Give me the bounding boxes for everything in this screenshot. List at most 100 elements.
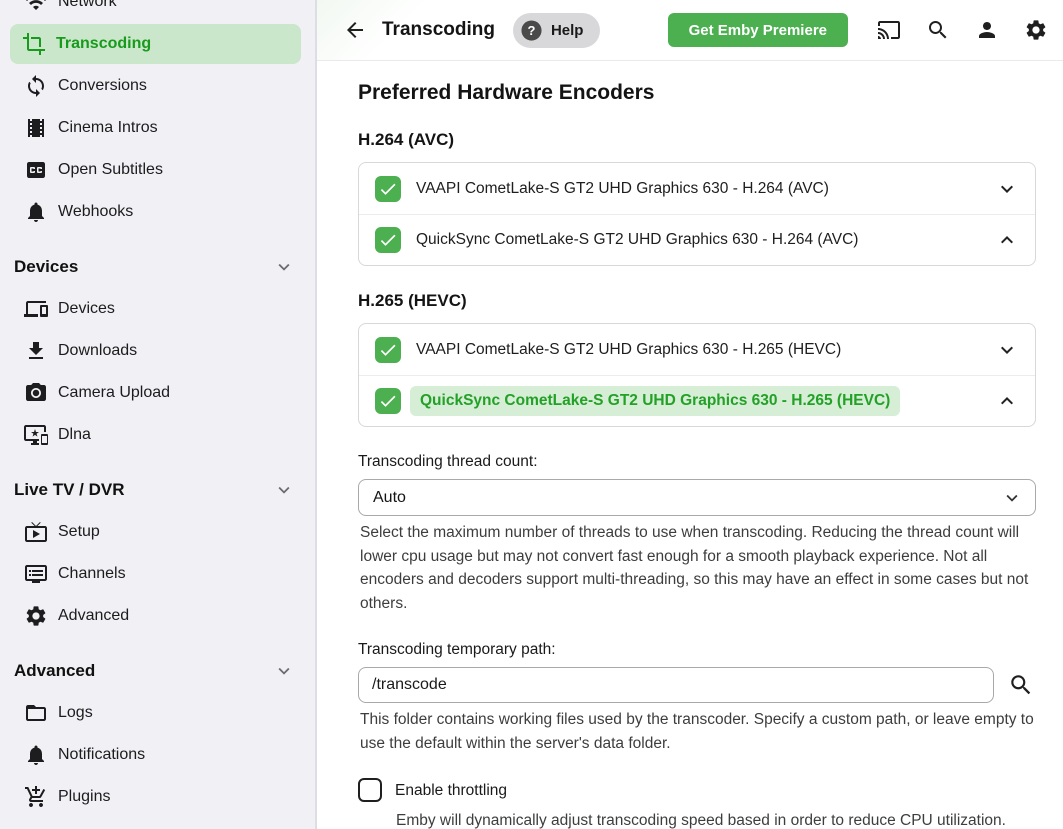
filmstrip-icon <box>24 116 48 140</box>
encoder-label: VAAPI CometLake-S GT2 UHD Graphics 630 -… <box>416 179 829 197</box>
sidebar-item-logs[interactable]: Logs <box>0 692 315 734</box>
sidebar-nav: Network Transcoding Conversions Cinema Intr… <box>0 0 315 829</box>
sidebar-item-plugins[interactable]: Plugins <box>0 776 315 818</box>
sidebar-item-downloads[interactable]: Downloads <box>0 330 315 372</box>
encoder-checkbox-checked[interactable] <box>375 336 401 363</box>
sidebar-section-label: Live TV / DVR <box>14 480 125 499</box>
sidebar-item-label: Plugins <box>58 788 111 805</box>
sidebar-item-label: Webhooks <box>58 203 134 220</box>
closed-caption-icon <box>24 158 48 182</box>
sidebar-item-label: Devices <box>58 300 115 317</box>
sidebar-item-transcoding[interactable]: Transcoding <box>10 24 301 64</box>
sidebar-item-label: Conversions <box>58 77 147 94</box>
sidebar-item-setup[interactable]: Setup <box>0 511 315 553</box>
cast-button[interactable] <box>877 18 901 42</box>
sidebar-item-open-subtitles[interactable]: Open Subtitles <box>0 149 315 191</box>
help-button[interactable]: ? Help <box>512 12 601 48</box>
browse-path-button[interactable] <box>1008 672 1034 698</box>
sidebar-item-cinema-intros[interactable]: Cinema Intros <box>0 107 315 149</box>
encoder-checkbox-checked[interactable] <box>375 175 401 202</box>
encoder-row-quicksync[interactable]: QuickSync CometLake-S GT2 UHD Graphics 6… <box>359 375 1035 426</box>
sidebar-section-devices[interactable]: Devices <box>0 246 315 288</box>
back-button[interactable] <box>343 18 367 42</box>
download-icon <box>24 339 48 363</box>
chevron-up-icon[interactable] <box>995 389 1019 413</box>
sidebar-item-label: Camera Upload <box>58 384 171 401</box>
temp-path-description: This folder contains working files used … <box>360 711 1034 752</box>
cast-icon <box>877 18 901 42</box>
throttling-checkbox[interactable] <box>358 778 382 802</box>
sidebar-item-label: Advanced <box>58 607 130 624</box>
gear-button[interactable] <box>1024 18 1048 42</box>
chevron-down-icon <box>273 256 295 278</box>
profile-button[interactable] <box>975 18 999 42</box>
thread-count-label: Transcoding thread count: <box>358 453 538 470</box>
arrow-back-icon <box>343 18 367 42</box>
search-button[interactable] <box>926 18 950 42</box>
throttling-description: Emby will dynamically adjust transcoding… <box>396 812 1006 829</box>
sidebar-item-channels[interactable]: Channels <box>0 553 315 595</box>
encoder-row-vaapi[interactable]: VAAPI CometLake-S GT2 UHD Graphics 630 -… <box>359 324 1035 375</box>
thread-count-value: Auto <box>373 488 406 506</box>
sidebar-item-label: Downloads <box>58 342 138 359</box>
sidebar: Network Transcoding Conversions Cinema Intr… <box>0 0 317 829</box>
temp-path-label: Transcoding temporary path: <box>358 641 556 658</box>
sidebar-item-label: Transcoding <box>56 35 152 52</box>
sidebar-item-label: Network <box>58 0 117 10</box>
settings-content: Preferred Hardware Encoders H.264 (AVC) V… <box>317 61 1063 829</box>
wifi-icon <box>24 0 48 14</box>
sidebar-item-label: Notifications <box>58 746 146 763</box>
gear-icon <box>24 604 48 628</box>
sidebar-item-scheduled-tasks[interactable]: Scheduled Tasks <box>0 818 315 829</box>
encoder-row-quicksync[interactable]: QuickSync CometLake-S GT2 UHD Graphics 6… <box>359 214 1035 265</box>
sidebar-item-advanced[interactable]: Advanced <box>0 595 315 637</box>
sidebar-item-dlna[interactable]: Dlna <box>0 414 315 456</box>
codec-title-h-264-avc: H.264 (AVC) <box>358 130 455 149</box>
sidebar-item-network[interactable]: Network <box>0 0 315 23</box>
encoder-row-vaapi[interactable]: VAAPI CometLake-S GT2 UHD Graphics 630 -… <box>359 163 1035 214</box>
encoder-card: VAAPI CometLake-S GT2 UHD Graphics 630 -… <box>358 323 1036 427</box>
help-button-label: Help <box>550 21 584 39</box>
sidebar-section-live-tv-dvr[interactable]: Live TV / DVR <box>0 469 315 511</box>
throttling-label: Enable throttling <box>395 782 508 799</box>
live-tv-icon <box>24 520 48 544</box>
screen-star-icon <box>24 423 48 447</box>
temp-path-input[interactable] <box>358 667 994 703</box>
sidebar-item-webhooks[interactable]: Webhooks <box>0 191 315 233</box>
devices-icon <box>24 297 48 321</box>
encoder-card: VAAPI CometLake-S GT2 UHD Graphics 630 -… <box>358 162 1036 266</box>
get-emby-premiere-button[interactable]: Get Emby Premiere <box>667 13 848 47</box>
sidebar-item-conversions[interactable]: Conversions <box>0 65 315 107</box>
cart-plus-icon <box>24 785 48 809</box>
sync-icon <box>24 74 48 98</box>
thread-count-select[interactable]: Auto <box>358 479 1036 516</box>
encoder-checkbox-checked[interactable] <box>375 227 401 253</box>
sidebar-item-label: Open Subtitles <box>58 161 163 178</box>
thread-count-description: Select the maximum number of threads to … <box>360 524 1029 612</box>
codec-title-h-265-hevc: H.265 (HEVC) <box>358 291 467 310</box>
chevron-up-icon[interactable] <box>995 228 1019 252</box>
sidebar-item-devices[interactable]: Devices <box>0 288 315 330</box>
sidebar-section-advanced[interactable]: Advanced <box>0 650 315 692</box>
chevron-down-icon[interactable] <box>995 338 1019 362</box>
sidebar-item-camera-upload[interactable]: Camera Upload <box>0 372 315 414</box>
camera-icon <box>24 381 48 405</box>
chevron-down-icon <box>273 660 295 682</box>
encoder-checkbox-checked[interactable] <box>375 388 401 414</box>
top-app-bar: Transcoding ? Help Get Emby Premiere <box>317 0 1063 61</box>
chevron-down-icon[interactable] <box>995 177 1019 201</box>
crop-icon <box>22 32 46 56</box>
topbar-action-icons <box>877 18 1048 42</box>
page-title: Preferred Hardware Encoders <box>358 81 655 104</box>
dvr-icon <box>24 562 48 586</box>
help-icon: ? <box>520 19 543 42</box>
encoder-label: QuickSync CometLake-S GT2 UHD Graphics 6… <box>416 231 859 248</box>
chevron-down-icon <box>273 479 295 501</box>
temp-path-row <box>358 667 1036 703</box>
sidebar-item-label: Cinema Intros <box>58 119 158 136</box>
chevron-down-icon <box>1001 487 1023 509</box>
sidebar-item-notifications[interactable]: Notifications <box>0 734 315 776</box>
sidebar-item-label: Setup <box>58 523 100 540</box>
sidebar-item-label: Dlna <box>58 426 91 443</box>
